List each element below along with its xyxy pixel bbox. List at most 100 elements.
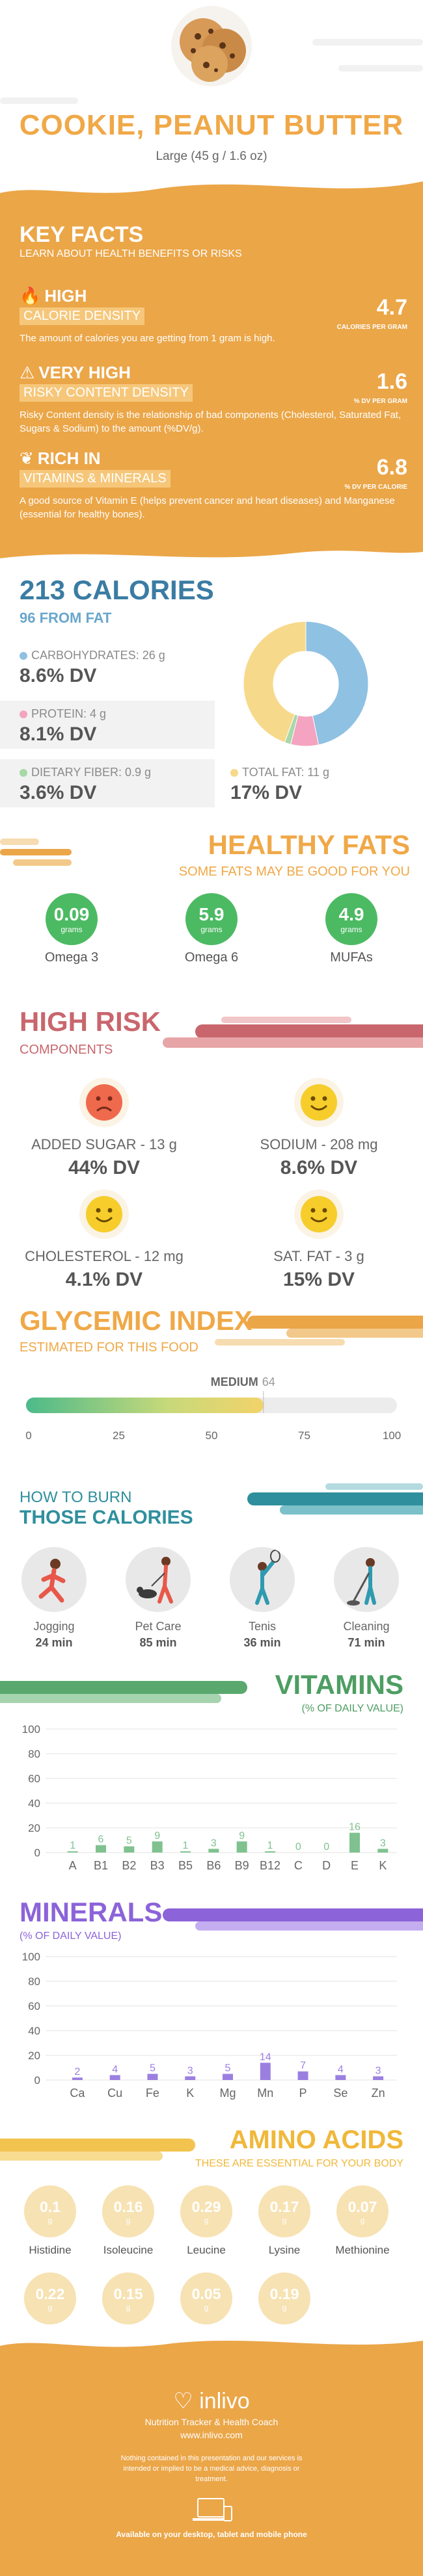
activity-minutes: 85 min	[139, 1636, 177, 1649]
bar-value-label: 16	[349, 1822, 361, 1833]
bar-zn	[373, 2076, 384, 2080]
bar-ca	[72, 2077, 83, 2080]
jogging-icon	[21, 1547, 87, 1612]
vitamins-bar-chart: 0 20 40 60 80 100 1 A 6 B1 5 B2 9 B3 1 B5 3 B6 9 B9 1 B12 0 C 0 D…	[22, 1723, 397, 1872]
decor-streak	[338, 65, 423, 72]
fact-category: VITAMINS & MINERALS	[20, 470, 171, 488]
bar-b3	[152, 1841, 163, 1853]
bar-value-label: 5	[225, 2063, 231, 2074]
vitamins-subtitle: (% OF DAILY VALUE)	[301, 1703, 403, 1714]
bar-value-label: 2	[74, 2066, 80, 2077]
amino-unit: g	[48, 2302, 53, 2312]
bar-value-label: 9	[154, 1830, 160, 1841]
nutrient-dietary-fiber: DIETARY FIBER: 0.9 g 3.6% DV	[0, 759, 215, 807]
nutrient-label: PROTEIN: 4 g	[31, 707, 107, 720]
bar-value-label: 3	[187, 2065, 193, 2076]
glycemic-level: MEDIUM	[211, 1375, 258, 1388]
x-tick-label: Mg	[219, 2087, 236, 2100]
bar-value-label: 5	[150, 2063, 156, 2074]
y-tick-label: 40	[28, 1797, 40, 1810]
footer-tagline: Nutrition Tracker & Health Coach	[144, 2417, 279, 2427]
bar-fe	[147, 2074, 158, 2080]
fact-calorie-density: 🔥 HIGH CALORIE DENSITY The amount of calo…	[20, 286, 410, 345]
bar-cu	[109, 2075, 120, 2080]
amino-lysine: 0.17 g Lysine	[249, 2185, 320, 2257]
footer-section: ♡ inlivo Nutrition Tracker & Health Coac…	[0, 2333, 423, 2576]
fat-value: 4.9	[338, 904, 364, 924]
fact-description: The amount of calories you are getting f…	[20, 333, 275, 344]
bar-value-label: 7	[300, 2061, 306, 2072]
amino-value: 0.07	[348, 2198, 377, 2215]
healthy-fats-section: HEALTHY FATS SOME FATS MAY BE GOOD FOR Y…	[0, 826, 423, 982]
bar-b9	[236, 1841, 247, 1853]
fact-level: HIGH	[44, 286, 87, 306]
activity-minutes: 36 min	[243, 1636, 281, 1649]
bar-value-label: 6	[98, 1834, 104, 1845]
fat-unit: grams	[61, 925, 83, 934]
fact-value: 4.7	[376, 295, 407, 320]
bar-value-label: 3	[375, 2065, 381, 2076]
y-tick-label: 40	[28, 2025, 40, 2037]
amino-title: AMINO ACIDS	[229, 2126, 403, 2154]
activity-jogging: Jogging 24 min	[5, 1547, 103, 1650]
y-tick-label: 60	[28, 1773, 40, 1785]
heart-logo-icon: ♡	[173, 2389, 193, 2413]
key-facts-subtitle: LEARN ABOUT HEALTH BENEFITS OR RISKS	[20, 248, 242, 259]
risk-label: SODIUM - 208 mg	[260, 1136, 378, 1152]
bar-se	[335, 2075, 346, 2080]
y-tick-label: 0	[34, 1847, 40, 1859]
fact-risky-content: ⚠ VERY HIGH RISKY CONTENT DENSITY Risky C…	[20, 363, 410, 436]
header-section: COOKIE, PEANUT BUTTER Large (45 g / 1.6 …	[0, 0, 423, 176]
fat-omega6: 5.9 grams Omega 6	[159, 893, 264, 965]
fat-label: Omega 6	[184, 950, 239, 965]
footer-available: Available on your desktop, tablet and mo…	[116, 2530, 307, 2539]
tennis-icon	[230, 1547, 295, 1612]
amino-leucine: 0.29 g Leucine	[171, 2185, 242, 2257]
amino-label: Methionine	[335, 2244, 390, 2256]
wave-divider	[0, 2333, 423, 2347]
calories-title: 213 CALORIES	[20, 575, 214, 605]
healthy-fats-title: HEALTHY FATS	[208, 829, 410, 860]
calories-from-fat: 96 FROM FAT	[20, 610, 112, 626]
minerals-bar-chart: 0 20 40 60 80 100 2 Ca 4 Cu 5 Fe 3 K 5 Mg 14 Mn 7 P 4 Se 3 Zn	[22, 1951, 397, 2100]
amino-value: 0.1	[40, 2198, 61, 2215]
amino-unit: g	[48, 2215, 53, 2225]
glycemic-subtitle: ESTIMATED FOR THIS FOOD	[20, 1340, 198, 1355]
x-tick-label: K	[379, 1859, 387, 1872]
risk-label: ADDED SUGAR - 13 g	[31, 1136, 177, 1152]
bar-value-label: 14	[260, 2051, 271, 2062]
bar-value-label: 1	[267, 1840, 273, 1851]
nutrient-total-fat: TOTAL FAT: 11 g 17% DV	[221, 759, 423, 807]
amino-label: Isoleucine	[103, 2244, 154, 2256]
key-facts-section: KEY FACTS LEARN ABOUT HEALTH BENEFITS OR…	[0, 175, 423, 566]
bar-a	[67, 1851, 78, 1853]
nutrient-label: DIETARY FIBER: 0.9 g	[31, 766, 152, 779]
x-tick-label: Cu	[107, 2087, 122, 2100]
footer-brand: inlivo	[199, 2389, 250, 2413]
wave-divider	[0, 175, 423, 193]
leaf-icon: ❦	[20, 449, 34, 468]
risk-dv: 15% DV	[282, 1269, 355, 1290]
amino-unit: g	[282, 2215, 287, 2225]
glycemic-tick-label: 100	[383, 1429, 401, 1442]
bar-value-label: 9	[239, 1830, 245, 1841]
activity-label: Jogging	[33, 1620, 75, 1633]
footer-url[interactable]: www.inlivo.com	[180, 2430, 243, 2440]
fact-level: VERY HIGH	[38, 363, 131, 382]
nutrient-label: TOTAL FAT: 11 g	[242, 766, 330, 779]
x-tick-label: D	[322, 1859, 331, 1872]
burn-title-top: HOW TO BURN	[20, 1489, 132, 1506]
y-tick-label: 60	[28, 2000, 40, 2012]
healthy-fats-subtitle: SOME FATS MAY BE GOOD FOR YOU	[178, 865, 410, 879]
nutrient-protein: PROTEIN: 4 g 8.1% DV	[0, 701, 215, 749]
amino-value: 0.19	[269, 2285, 299, 2302]
glycemic-gauge: MEDIUM 64 0 25 50 75 100	[25, 1375, 401, 1442]
amino-value: 0.15	[113, 2285, 143, 2302]
glycemic-tick-label: 50	[206, 1429, 218, 1442]
page-title: COOKIE, PEANUT BUTTER	[19, 109, 404, 141]
fact-value: 6.8	[376, 455, 407, 480]
calories-donut-chart	[243, 621, 369, 747]
fact-category: RISKY CONTENT DENSITY	[20, 384, 193, 402]
bar-value-label: 5	[126, 1836, 132, 1847]
cookie-image	[171, 6, 252, 86]
